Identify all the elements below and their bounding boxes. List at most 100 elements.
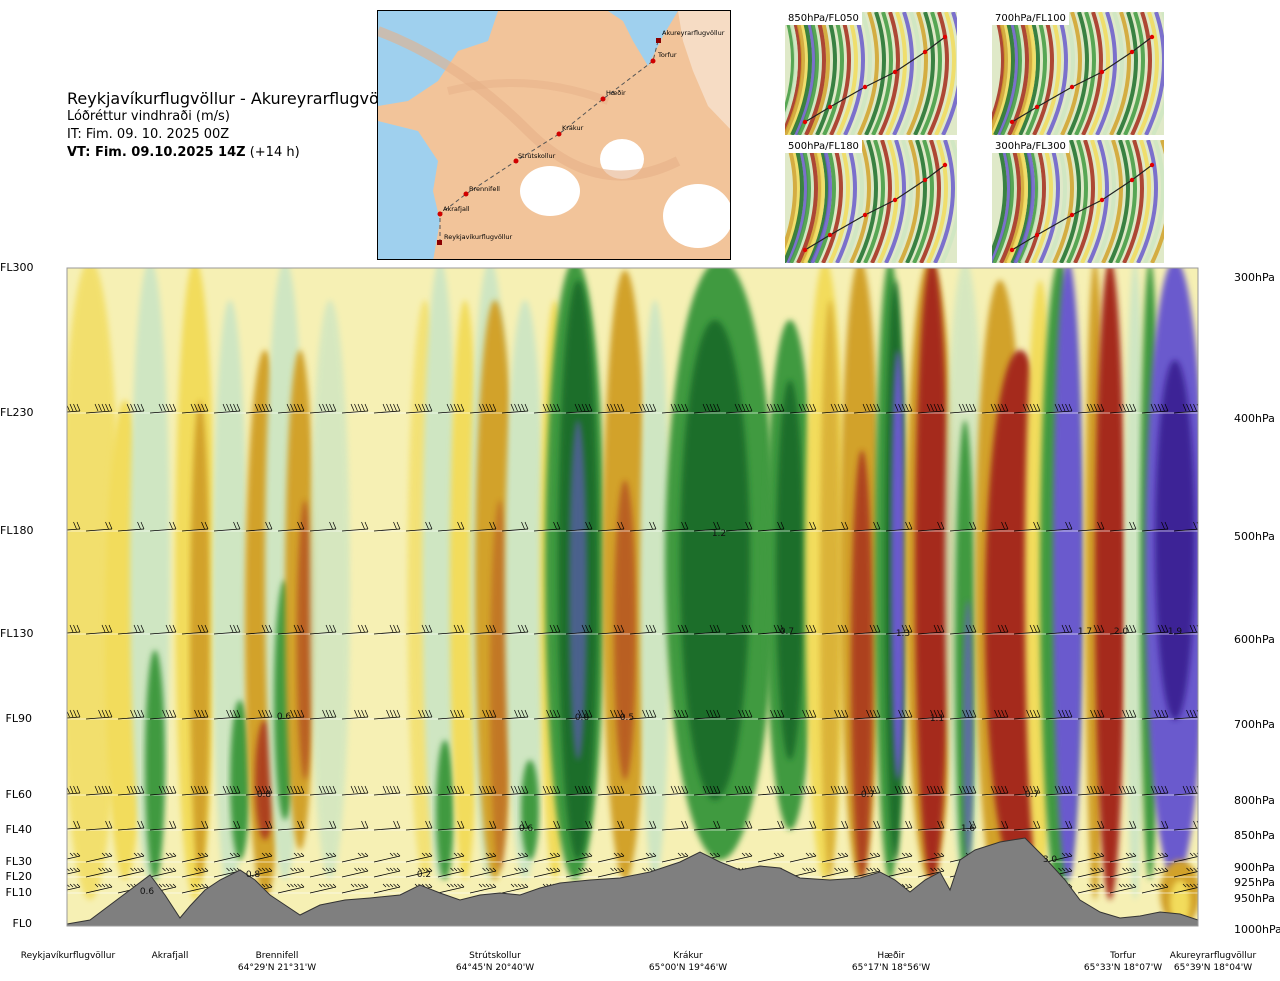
thumb-stripe xyxy=(790,12,812,135)
map-label-akrafjall: Akrafjall xyxy=(443,205,470,213)
thumb-stripe xyxy=(1102,12,1124,135)
wind-barb xyxy=(405,521,433,532)
wind-barb xyxy=(214,268,220,269)
wind-barb xyxy=(789,820,817,831)
wind-barb xyxy=(789,709,817,720)
location-name: Reykjavíkurflugvöllur xyxy=(20,951,116,961)
wind-barb xyxy=(853,521,881,532)
wind-barb xyxy=(85,883,113,894)
wind-barb xyxy=(629,785,657,796)
location-name: Brennifell xyxy=(255,951,299,961)
wind-barb xyxy=(597,867,625,878)
wind-barb xyxy=(917,521,945,532)
wind-barb xyxy=(245,403,273,414)
thumb-route xyxy=(804,36,946,123)
wind-barb xyxy=(437,624,465,635)
pressure-tick-850hpa: 850hPa xyxy=(1234,829,1275,842)
wind-barb xyxy=(949,403,977,414)
wind-barb xyxy=(501,403,529,414)
thumbnail-300hpa[interactable]: 300hPa/FL300 xyxy=(992,140,1164,263)
wind-barb xyxy=(181,624,209,635)
fl-tick-fl230: FL230 xyxy=(0,406,34,419)
thumb-stripe xyxy=(1020,140,1042,263)
wind-barb xyxy=(853,403,881,414)
wind-barb xyxy=(757,709,785,720)
thumb-station xyxy=(862,212,868,218)
wind-barb xyxy=(1045,852,1073,863)
wind-barb xyxy=(67,785,81,795)
wind-barb xyxy=(789,624,817,635)
pressure-tick-950hpa: 950hPa xyxy=(1234,892,1275,905)
thumb-stripe xyxy=(821,140,843,263)
velocity-band xyxy=(820,300,840,880)
location-label: Hæðir 65°17'N 18°56'W xyxy=(836,951,946,973)
thumbnail-700hpa[interactable]: 700hPa/FL100 xyxy=(992,12,1164,135)
wind-barb xyxy=(501,852,529,863)
fl-tick-fl40: FL40 xyxy=(5,823,32,836)
thumb-stripe xyxy=(898,140,920,263)
wind-barb xyxy=(821,521,849,532)
thumb-stripe xyxy=(828,140,850,263)
wind-barb xyxy=(501,867,529,878)
wind-barb xyxy=(85,785,113,796)
thumbnail-850hpa[interactable]: 850hPa/FL050 xyxy=(785,12,957,135)
wind-barb xyxy=(533,403,561,414)
thumb-stripe xyxy=(906,12,928,135)
wind-barb xyxy=(565,785,593,796)
wind-barb xyxy=(309,521,337,532)
wind-barb xyxy=(789,403,817,414)
wind-barb xyxy=(757,785,785,796)
wind-barb xyxy=(438,268,444,269)
wind-barb xyxy=(949,521,977,532)
valid-time-bold: VT: Fim. 09.10.2025 14Z xyxy=(67,145,246,160)
thumb-stripe xyxy=(992,12,1008,131)
brennifell-marker xyxy=(463,191,469,197)
wind-barb xyxy=(213,624,241,635)
wind-barb xyxy=(1109,785,1137,796)
wind-barb xyxy=(725,521,753,532)
wind-barb xyxy=(501,521,529,532)
wind-barb xyxy=(309,624,337,635)
wind-barb xyxy=(661,852,689,863)
wind-barb xyxy=(725,820,753,831)
thumb-stripe xyxy=(878,12,900,135)
wind-barb xyxy=(821,709,849,720)
thumb-stripe xyxy=(785,140,804,263)
wind-barb xyxy=(118,268,124,269)
wind-barb xyxy=(277,785,305,796)
wind-barb xyxy=(757,403,785,414)
thumb-stripe xyxy=(815,12,837,135)
thumb-stripe xyxy=(1039,12,1061,135)
wind-barb xyxy=(469,709,497,720)
thumb-station xyxy=(827,232,833,238)
thumb-station xyxy=(1129,49,1135,55)
thumb-station xyxy=(922,49,928,55)
wind-barb xyxy=(310,268,316,269)
velocity-band xyxy=(640,300,670,880)
velocity-band xyxy=(915,268,949,880)
thumb-stripe xyxy=(1031,140,1053,263)
wind-barb xyxy=(181,521,209,532)
map-label-torfur: Torfur xyxy=(657,51,677,59)
wind-barb xyxy=(661,785,689,796)
wind-barb xyxy=(1110,268,1116,269)
wind-barb xyxy=(693,709,721,720)
thumbnail-500hpa[interactable]: 500hPa/FL180 xyxy=(785,140,957,263)
wind-barb xyxy=(533,709,561,720)
thumb-stripe xyxy=(940,140,957,263)
vertical-velocity-field xyxy=(67,268,1198,926)
thumb-stripe xyxy=(933,140,955,263)
thumb-stripe xyxy=(829,12,851,135)
value-annotation: 0.6 xyxy=(140,887,155,897)
thumb-stripe xyxy=(785,12,805,135)
thumb-stripe xyxy=(892,12,914,135)
wind-barb xyxy=(437,785,465,796)
wind-barb xyxy=(597,785,625,796)
wind-barb xyxy=(630,268,636,269)
wind-barb xyxy=(117,785,145,796)
pressure-tick-1000hpa: 1000hPa xyxy=(1234,923,1280,936)
wind-barb xyxy=(469,867,497,878)
velocity-band xyxy=(963,600,973,860)
thumbnail-500hpa-image xyxy=(785,140,957,263)
